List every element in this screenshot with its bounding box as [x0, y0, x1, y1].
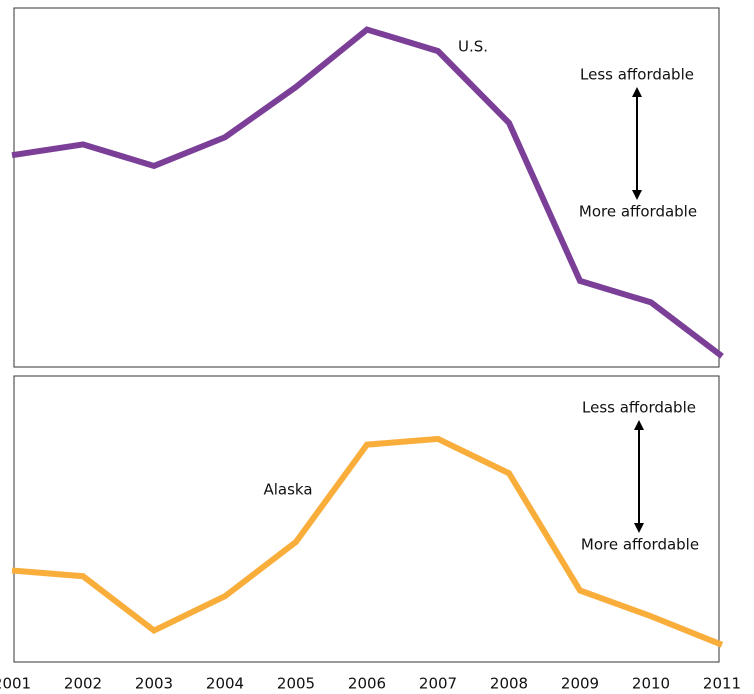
annotation: More affordable — [579, 203, 697, 221]
x-tick-label: 2010 — [632, 675, 670, 693]
x-tick-label: 2007 — [419, 675, 457, 693]
panel-frame — [13, 375, 720, 663]
x-tick-label: 2003 — [135, 675, 173, 693]
annotation: More affordable — [581, 536, 699, 554]
x-tick-label: 2004 — [206, 675, 244, 693]
series-label: U.S. — [458, 38, 488, 56]
x-tick-label: 2008 — [490, 675, 528, 693]
x-tick-label: 2005 — [277, 675, 315, 693]
x-tick-label: 2001 — [0, 675, 31, 693]
x-tick-label: 2009 — [561, 675, 599, 693]
annotation: Less affordable — [580, 66, 694, 84]
x-tick-label: 2002 — [64, 675, 102, 693]
series-label: Alaska — [263, 481, 312, 499]
x-tick-label: 2006 — [348, 675, 386, 693]
panel-frame — [13, 7, 720, 368]
series-line — [11, 435, 724, 648]
x-tick-label: 2011 — [703, 675, 741, 693]
series-line — [11, 26, 724, 359]
annotation: Less affordable — [582, 399, 696, 417]
